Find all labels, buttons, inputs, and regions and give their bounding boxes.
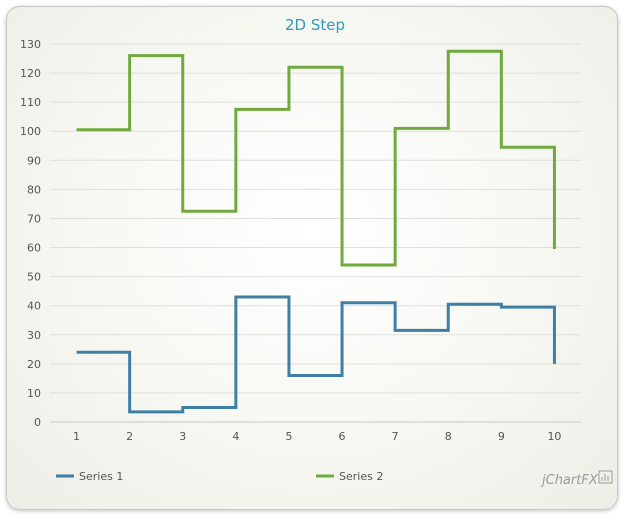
x-tick-label: 5 [285, 430, 292, 443]
x-axis: 1 2 3 4 5 6 7 8 9 10 [73, 430, 561, 443]
y-axis: 0 10 20 30 40 50 60 70 80 90 100 110 120 130 [20, 38, 41, 429]
y-tick-label: 60 [27, 242, 41, 255]
y-tick-label: 90 [27, 154, 41, 167]
y-tick-label: 20 [27, 358, 41, 371]
brand-chart-icon [598, 470, 613, 484]
y-tick-label: 80 [27, 183, 41, 196]
y-tick-label: 100 [20, 125, 41, 138]
legend: Series 1 Series 2 [56, 470, 383, 483]
x-tick-label: 8 [445, 430, 452, 443]
y-tick-label: 130 [20, 38, 41, 51]
legend-label-series-2: Series 2 [339, 470, 383, 483]
x-tick-label: 6 [339, 430, 346, 443]
x-tick-label: 10 [547, 430, 561, 443]
brand-logo: jChartFX [540, 470, 613, 488]
x-tick-label: 4 [232, 430, 239, 443]
y-tick-label: 40 [27, 300, 41, 313]
plot-area [76, 49, 556, 414]
x-tick-label: 7 [392, 430, 399, 443]
legend-label-series-1: Series 1 [79, 470, 123, 483]
chart-panel [6, 6, 618, 510]
y-tick-label: 0 [34, 416, 41, 429]
y-tick-label: 120 [20, 67, 41, 80]
y-tick-label: 70 [27, 212, 41, 225]
y-tick-label: 10 [27, 387, 41, 400]
x-tick-label: 3 [179, 430, 186, 443]
x-tick-label: 2 [126, 430, 133, 443]
y-tick-label: 30 [27, 329, 41, 342]
y-tick-label: 110 [20, 96, 41, 109]
x-tick-label: 1 [73, 430, 80, 443]
x-tick-label: 9 [498, 430, 505, 443]
series-line-2 [76, 49, 556, 267]
series-line-1 [76, 295, 556, 414]
grid [50, 43, 581, 423]
brand-text: jChartFX [540, 473, 599, 488]
chart-title: 2D Step [285, 16, 345, 34]
y-tick-label: 50 [27, 271, 41, 284]
